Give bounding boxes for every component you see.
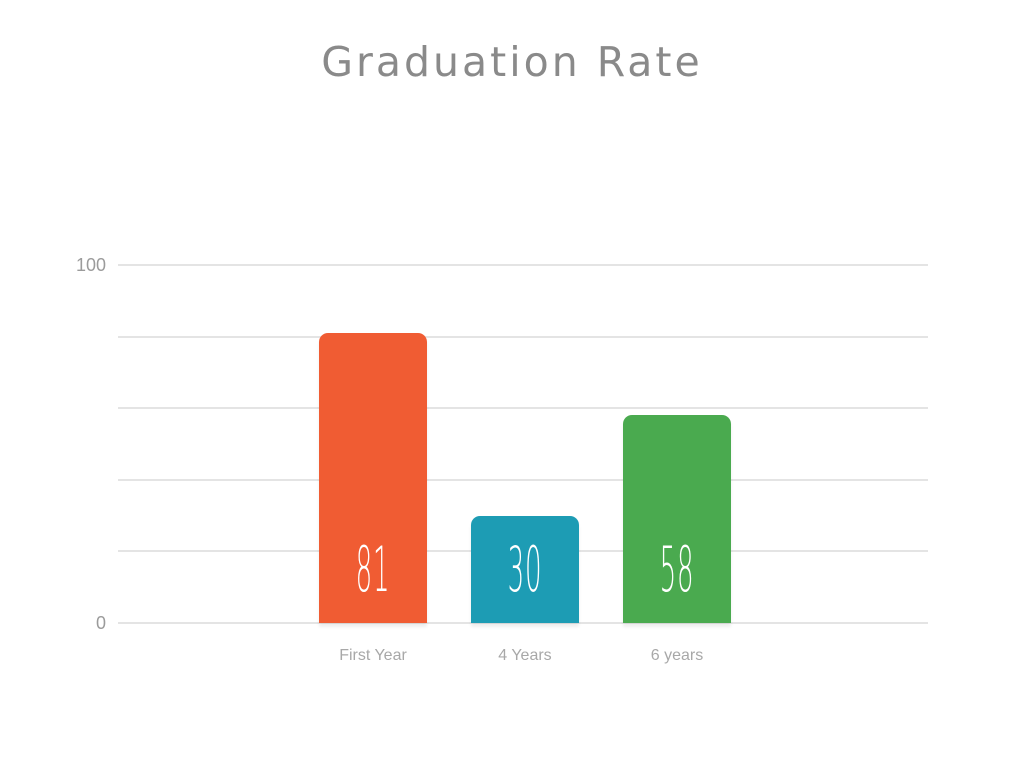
bar-first-year: 81 — [319, 333, 427, 623]
x-axis-label-4-years: 4 Years — [498, 647, 552, 664]
x-axis-label-first-year: First Year — [339, 647, 407, 664]
bar-6-years: 58 — [623, 415, 731, 623]
bar-value-label-6-years: 58 — [659, 533, 695, 606]
gridline — [118, 478, 928, 481]
y-tick-label-100: 100 — [75, 255, 106, 275]
gridline — [118, 407, 928, 410]
chart-title: Graduation Rate — [321, 38, 703, 86]
bar-4-years: 30 — [471, 515, 579, 623]
x-axis-label-6-years: 6 years — [650, 647, 704, 664]
x-axis-line — [118, 622, 928, 624]
bar-value-label-first-year: 81 — [355, 533, 391, 606]
plot-area: 100 0 81 30 58 First Year 4 Years 6 years — [76, 255, 928, 664]
bar-value-label-4-years: 30 — [507, 533, 543, 606]
gridline — [118, 264, 928, 266]
gridline — [118, 335, 928, 338]
y-tick-label-0: 0 — [95, 613, 106, 633]
